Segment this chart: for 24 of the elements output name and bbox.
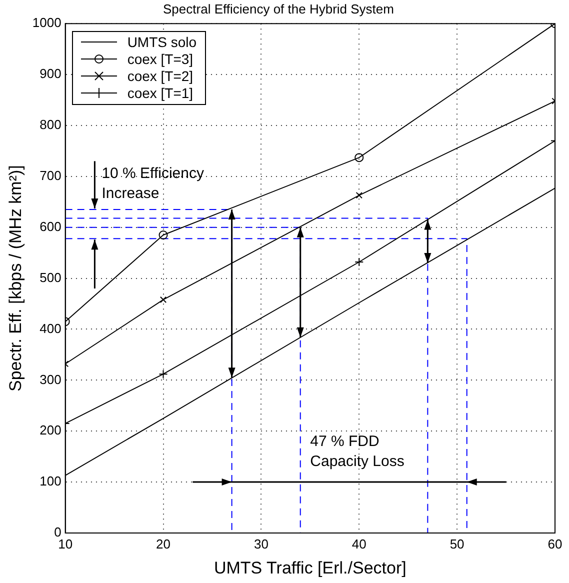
- y-tick-label: 300: [40, 372, 62, 387]
- x-tick-label: 60: [548, 536, 562, 552]
- y-tick-label: 900: [40, 66, 62, 82]
- y-tick-label: 600: [40, 218, 62, 234]
- legend-label: coex [T=1]: [127, 85, 194, 102]
- y-tick-label: 100: [40, 474, 62, 489]
- x-tick-label: 40: [352, 536, 366, 552]
- y-tick-label: 800: [40, 117, 62, 132]
- legend-label: coex [T=2]: [127, 68, 194, 84]
- x-tick-label: 20: [156, 536, 170, 552]
- y-axis-title: Spectr. Eff. [kbps / (MHz km²)]: [6, 165, 25, 392]
- annotation: 10 % Efficiency Increase: [102, 164, 205, 204]
- y-tick-label: 1000: [32, 15, 62, 30]
- y-tick-label: 700: [40, 168, 62, 183]
- y-tick-label: 200: [40, 422, 62, 438]
- y-tick-label: 500: [40, 270, 62, 285]
- chart-title: Spectral Efficiency of the Hybrid System: [163, 1, 394, 16]
- legend-label: coex [T=3]: [127, 51, 194, 68]
- x-tick-label: 50: [450, 536, 464, 552]
- annotation: 47 % FDD Capacity Loss: [310, 432, 406, 472]
- x-axis-title: UMTS Traffic [Erl./Sector]: [214, 558, 406, 578]
- legend-label: UMTS solo: [127, 34, 197, 50]
- x-tick-label: 30: [254, 536, 268, 552]
- y-tick-label: 400: [40, 320, 62, 336]
